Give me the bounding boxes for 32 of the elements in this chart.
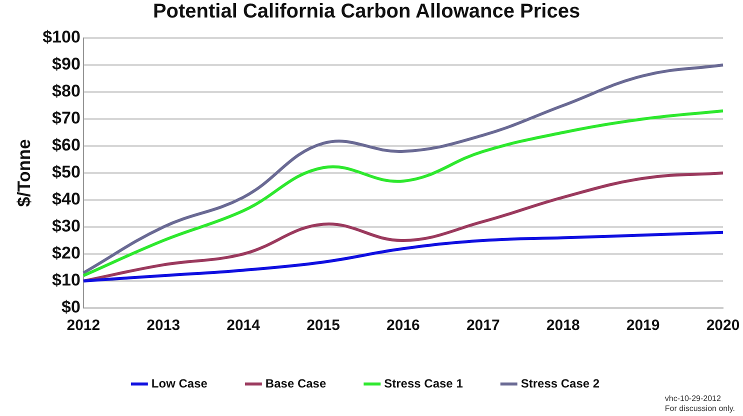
y-tick-label: $100 (42, 28, 80, 47)
x-tick-label: 2016 (386, 317, 420, 334)
x-tick-label: 2019 (626, 317, 660, 334)
x-tick-label: 2014 (226, 317, 261, 334)
x-tick-label: 2017 (466, 317, 500, 334)
y-tick-label: $30 (52, 216, 80, 236)
y-tick-label: $80 (52, 82, 80, 101)
legend-label: Stress Case 2 (520, 376, 600, 390)
line-series (82, 230, 724, 282)
y-tick-label: $70 (52, 108, 80, 128)
legend-label: Low Case (151, 376, 208, 390)
line-series (82, 109, 724, 278)
y-tick-label: $20 (52, 244, 80, 263)
chart-title: Potential California Carbon Allowance Prices (152, 0, 580, 23)
line-series (82, 172, 724, 282)
x-tick-label: 2018 (546, 317, 580, 334)
legend-label: Stress Case 1 (384, 376, 464, 390)
y-tick-label: $10 (52, 270, 80, 290)
x-tick-label: 2012 (66, 317, 100, 334)
y-tick-label: $0 (61, 298, 80, 317)
legend-label: Base Case (265, 376, 326, 390)
x-tick-label: 2013 (146, 317, 180, 334)
line-series (82, 64, 724, 274)
x-tick-label: 2020 (706, 317, 740, 334)
y-tick-label: $90 (52, 54, 80, 74)
text: For discussion only. (664, 404, 735, 414)
y-axis-title: $/Tonne (14, 139, 34, 207)
y-tick-label: $40 (52, 190, 80, 209)
y-tick-label: $50 (52, 162, 80, 182)
y-tick-label: $60 (52, 136, 80, 155)
x-tick-label: 2015 (306, 317, 340, 334)
text: vhc-10-29-2012 (664, 394, 722, 404)
